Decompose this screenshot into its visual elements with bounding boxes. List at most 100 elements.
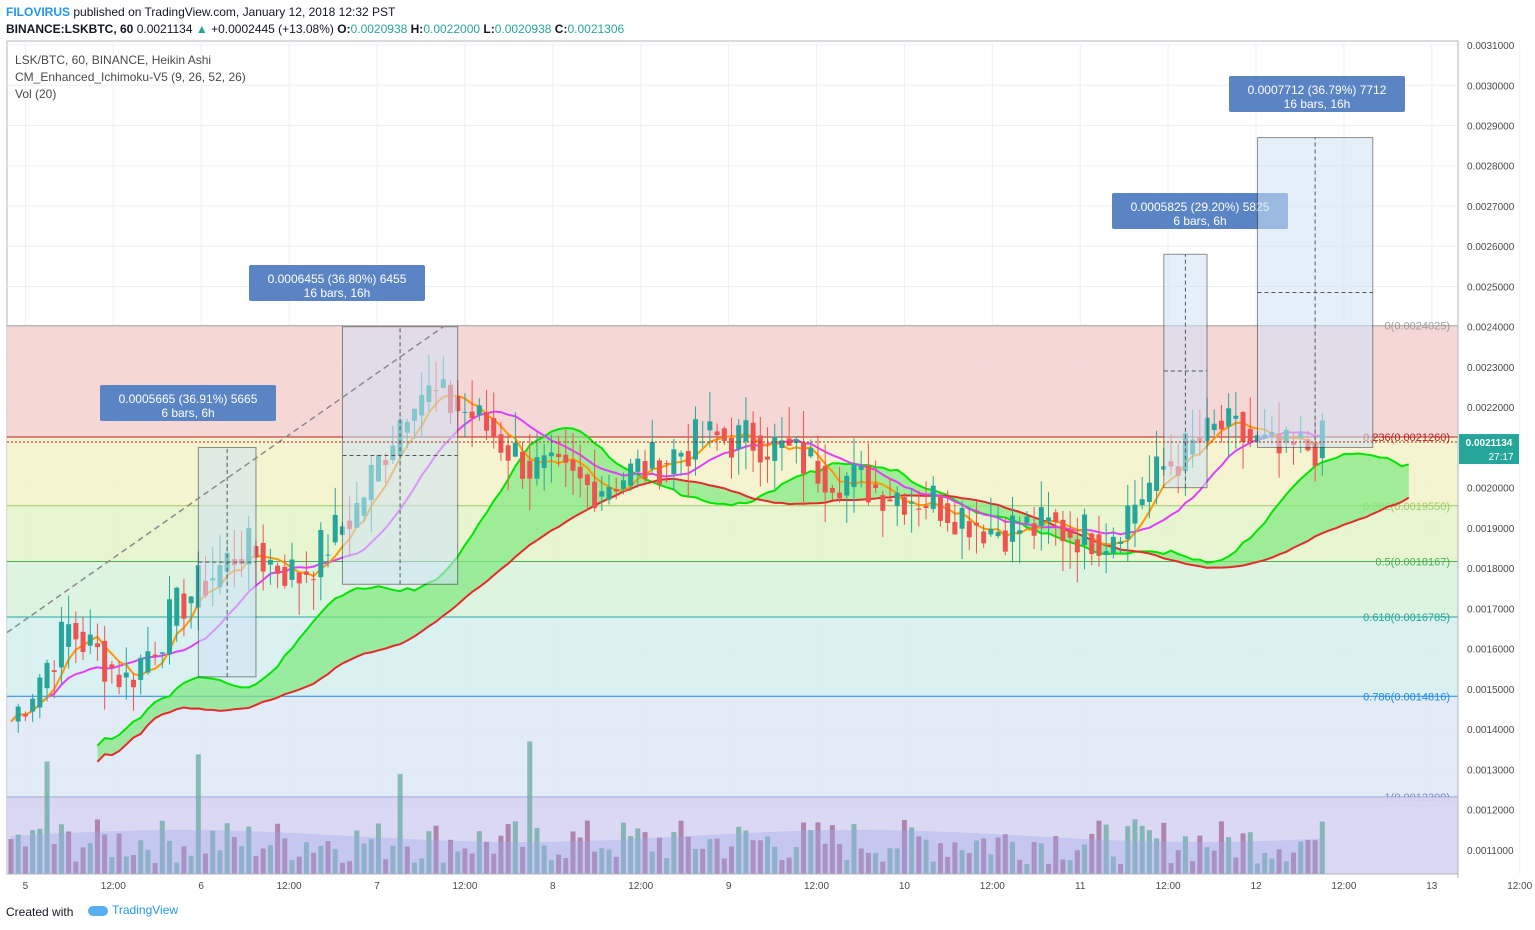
candle-body xyxy=(786,438,792,446)
volume-bar xyxy=(94,819,100,874)
candle-body xyxy=(628,463,634,486)
author-name[interactable]: FILOVIRUS xyxy=(6,5,71,19)
candle-body xyxy=(757,435,763,463)
volume-bar xyxy=(1204,847,1210,874)
candle-body xyxy=(829,487,835,493)
trend-line xyxy=(6,326,444,634)
volume-bar xyxy=(894,848,900,874)
candle-body xyxy=(685,451,691,467)
volume-bar xyxy=(520,846,526,874)
volume-bar xyxy=(837,844,843,874)
volume-bar xyxy=(880,861,886,874)
volume-bar xyxy=(865,852,871,874)
footer: Created with TradingView xyxy=(0,898,1535,930)
candle-body xyxy=(765,456,771,460)
x-tick-label: 10 xyxy=(899,881,911,892)
y-tick-label: 0.0029000 xyxy=(1467,122,1515,133)
candle-body xyxy=(801,442,807,474)
candle-body xyxy=(80,631,86,653)
candle-body xyxy=(303,571,309,575)
candle-body xyxy=(973,522,979,526)
candle-body xyxy=(815,460,821,484)
volume-bar xyxy=(966,853,972,874)
candle-body xyxy=(282,566,288,586)
price-badge xyxy=(1459,434,1519,465)
candle-body xyxy=(1053,512,1059,523)
volume-bar xyxy=(1089,833,1095,874)
up-arrow-icon: ▲ xyxy=(195,22,208,36)
volume-bar xyxy=(1190,861,1196,874)
volume-bar xyxy=(584,820,590,874)
candle-body xyxy=(916,508,922,510)
volume-bar xyxy=(808,830,814,874)
volume-bar xyxy=(145,849,151,874)
candle-body xyxy=(1240,412,1246,442)
symbol-line: BINANCE:LSKBTC, 60 0.0021134 ▲ +0.000244… xyxy=(6,22,624,36)
volume-bar xyxy=(51,844,57,874)
volume-bar xyxy=(484,841,490,874)
publish-info: published on TradingView.com, January 12… xyxy=(73,5,396,19)
volume-bar xyxy=(210,830,216,874)
candle-body xyxy=(1118,541,1124,545)
candle-body xyxy=(37,677,43,708)
candle-body xyxy=(988,528,994,535)
volume-bar xyxy=(1053,836,1059,874)
volume-bar xyxy=(671,832,677,874)
candle-body xyxy=(649,441,655,469)
volume-bar xyxy=(383,859,389,874)
candle-body xyxy=(138,657,144,680)
volume-bar xyxy=(707,838,713,874)
volume-bar xyxy=(1146,830,1152,874)
candle-body xyxy=(736,425,742,450)
candle-body xyxy=(664,463,670,465)
volume-bar xyxy=(440,862,446,874)
candle-body xyxy=(1009,515,1015,542)
candle-body xyxy=(577,466,583,479)
candle-body xyxy=(966,521,972,538)
x-tick-label: 12:00 xyxy=(628,881,653,892)
candle-body xyxy=(880,495,886,511)
candle-body xyxy=(1226,408,1232,427)
volume-bar xyxy=(167,840,173,874)
candle-body xyxy=(671,449,677,475)
volume-bar xyxy=(613,856,619,874)
y-tick-label: 0.0013000 xyxy=(1467,765,1515,776)
volume-bar xyxy=(829,825,835,874)
symbol-name: BINANCE:LSKBTC, 60 xyxy=(6,22,134,36)
candle-body xyxy=(1002,530,1008,552)
volume-bar xyxy=(1247,832,1253,874)
candle-body xyxy=(1067,531,1073,538)
measure-callout xyxy=(100,385,276,421)
candle-body xyxy=(729,438,734,458)
candle-body xyxy=(296,572,302,584)
price-chart[interactable]: 0(0.0024025)0.236(0.0021260)0.382(0.0019… xyxy=(0,0,1535,898)
volume-bar xyxy=(1154,838,1160,874)
volume-bar xyxy=(390,845,396,874)
candle-body xyxy=(1024,516,1030,523)
volume-bar xyxy=(700,848,706,874)
candle-body xyxy=(981,531,987,544)
candle-body xyxy=(620,480,626,490)
volume-bar xyxy=(1118,863,1124,874)
volume-bar xyxy=(1017,859,1023,874)
created-with-label: Created with xyxy=(6,905,74,919)
x-tick-label: 13 xyxy=(1426,881,1438,892)
volume-bar xyxy=(347,861,353,874)
volume-bar xyxy=(181,846,187,874)
candle-body xyxy=(1312,441,1318,466)
volume-bar xyxy=(1276,849,1282,874)
tradingview-logo[interactable]: TradingView xyxy=(88,903,178,917)
volume-bar xyxy=(743,830,749,874)
x-tick-label: 8 xyxy=(550,881,556,892)
y-tick-label: 0.0019000 xyxy=(1467,524,1515,535)
volume-bar xyxy=(592,851,598,874)
high-label: H: xyxy=(410,22,424,36)
y-tick-label: 0.0024000 xyxy=(1467,323,1515,334)
candle-body xyxy=(325,554,331,556)
volume-bar xyxy=(332,849,338,874)
volume-bar xyxy=(260,848,266,874)
tradingview-label: TradingView xyxy=(112,903,179,917)
volume-bar xyxy=(8,839,14,874)
senkou-span-a-line xyxy=(96,426,1410,747)
volume-bar xyxy=(1240,833,1246,874)
